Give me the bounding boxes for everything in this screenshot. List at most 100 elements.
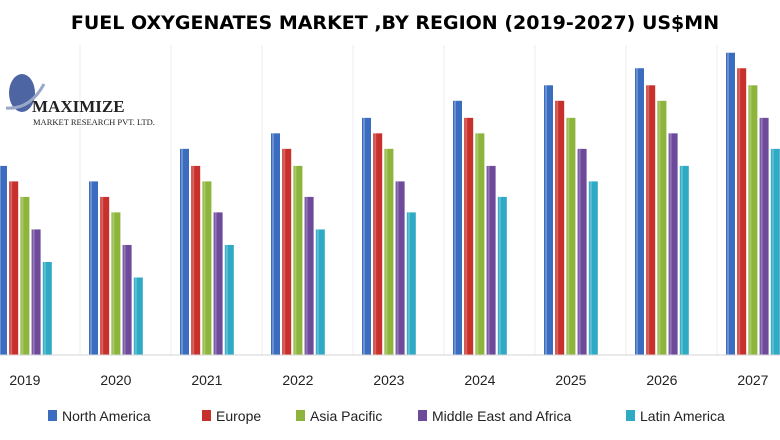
x-tick-label: 2026 xyxy=(646,372,677,388)
bar-highlight xyxy=(112,212,115,355)
bar-highlight xyxy=(305,196,308,355)
bar-highlight xyxy=(134,277,137,355)
bar-latin-america-2024 xyxy=(497,196,507,355)
bar-highlight xyxy=(272,133,274,355)
bar-highlight xyxy=(556,100,559,355)
bar-highlight xyxy=(487,165,490,355)
legend: North America Europe Asia Pacific Middle Ea… xyxy=(48,408,725,424)
bar-north-america-2022 xyxy=(271,133,280,355)
bar-highlight xyxy=(374,133,377,355)
bar-highlight xyxy=(498,196,501,355)
bar-highlight xyxy=(647,85,650,356)
bar-middle-east-and-africa-2025 xyxy=(577,148,587,355)
x-tick-labels: 2019 2020 2021 2022 2023 2024 2025 2026 2027 xyxy=(9,372,768,388)
bar-highlight xyxy=(283,148,286,355)
bar-middle-east-and-africa-2024 xyxy=(486,165,496,355)
bar-latin-america-2026 xyxy=(679,165,689,355)
legend-label: North America xyxy=(62,408,151,424)
bar-highlight xyxy=(32,229,35,355)
bar-europe-2024 xyxy=(464,117,474,355)
bar-highlight xyxy=(578,148,581,355)
legend-label: Asia Pacific xyxy=(310,408,382,424)
bar-asia-pacific-2025 xyxy=(566,117,576,355)
x-tick-label: 2022 xyxy=(282,372,313,388)
legend-swatch-north-america xyxy=(48,410,57,421)
bar-asia-pacific-2021 xyxy=(202,181,212,355)
logo-swoosh-icon xyxy=(5,83,46,110)
legend-label: Middle East and Africa xyxy=(432,408,572,424)
bar-latin-america-2023 xyxy=(406,212,416,355)
bar-highlight xyxy=(396,181,399,355)
bar-north-america-2026 xyxy=(635,68,644,355)
bar-europe-2025 xyxy=(555,100,565,355)
bar-highlight xyxy=(181,148,183,355)
bar-north-america-2021 xyxy=(180,148,189,355)
bar-middle-east-and-africa-2021 xyxy=(213,212,223,355)
bar-asia-pacific-2023 xyxy=(384,148,394,355)
bar-north-america-2023 xyxy=(362,117,371,355)
x-tick-label: 2023 xyxy=(373,372,404,388)
bar-highlight xyxy=(21,196,24,355)
bar-latin-america-2027 xyxy=(770,148,780,355)
bar-middle-east-and-africa-2019 xyxy=(31,229,41,355)
company-logo: MAXIMIZE MARKET RESEARCH PVT. LTD. xyxy=(5,74,155,127)
bar-highlight xyxy=(545,85,547,356)
bar-europe-2026 xyxy=(646,85,656,356)
bar-asia-pacific-2019 xyxy=(20,196,30,355)
logo-subtitle: MARKET RESEARCH PVT. LTD. xyxy=(33,117,155,127)
legend-swatch-middle-east-and-africa xyxy=(418,410,427,421)
x-tick-label: 2027 xyxy=(737,372,768,388)
bar-highlight xyxy=(771,148,774,355)
bar-highlight xyxy=(589,181,592,355)
bar-europe-2023 xyxy=(373,133,383,355)
bar-middle-east-and-africa-2022 xyxy=(304,196,314,355)
bar-asia-pacific-2027 xyxy=(748,85,758,356)
legend-swatch-latin-america xyxy=(626,410,635,421)
bar-highlight xyxy=(727,52,729,355)
bar-highlight xyxy=(294,165,297,355)
bar-highlight xyxy=(192,165,195,355)
bar-latin-america-2020 xyxy=(133,277,143,355)
bar-north-america-2020 xyxy=(89,181,98,355)
bar-highlight xyxy=(43,262,46,355)
bar-middle-east-and-africa-2023 xyxy=(395,181,405,355)
bar-highlight xyxy=(454,100,456,355)
bar-highlight xyxy=(123,244,126,355)
bar-highlight xyxy=(214,212,217,355)
legend-label: Europe xyxy=(216,408,261,424)
bar-highlight xyxy=(636,68,638,355)
bar-europe-2019 xyxy=(9,181,19,355)
bar-asia-pacific-2024 xyxy=(475,133,485,355)
x-tick-label: 2019 xyxy=(9,372,40,388)
grid xyxy=(79,45,718,355)
bar-latin-america-2022 xyxy=(315,229,325,355)
x-tick-label: 2024 xyxy=(464,372,495,388)
bar-highlight xyxy=(316,229,319,355)
bar-north-america-2019 xyxy=(0,165,7,355)
bar-middle-east-and-africa-2020 xyxy=(122,244,132,355)
bar-highlight xyxy=(225,244,228,355)
logo-name: MAXIMIZE xyxy=(32,97,125,116)
legend-swatch-asia-pacific xyxy=(296,410,305,421)
legend-label: Latin America xyxy=(640,408,725,424)
bar-middle-east-and-africa-2027 xyxy=(759,117,769,355)
bar-highlight xyxy=(0,165,1,355)
bar-highlight xyxy=(90,181,92,355)
bar-north-america-2025 xyxy=(544,85,553,356)
bar-middle-east-and-africa-2026 xyxy=(668,133,678,355)
chart-title: FUEL OXYGENATES MARKET ,BY REGION (2019-… xyxy=(71,12,719,34)
bar-europe-2027 xyxy=(737,68,747,355)
bar-latin-america-2021 xyxy=(224,244,234,355)
bar-europe-2020 xyxy=(100,196,110,355)
bar-highlight xyxy=(669,133,672,355)
x-tick-label: 2021 xyxy=(191,372,222,388)
bar-highlight xyxy=(680,165,683,355)
bar-highlight xyxy=(10,181,13,355)
bar-highlight xyxy=(658,100,661,355)
bar-highlight xyxy=(363,117,365,355)
bar-europe-2021 xyxy=(191,165,201,355)
legend-swatch-europe xyxy=(202,410,211,421)
bar-highlight xyxy=(738,68,741,355)
bar-north-america-2027 xyxy=(726,52,735,355)
